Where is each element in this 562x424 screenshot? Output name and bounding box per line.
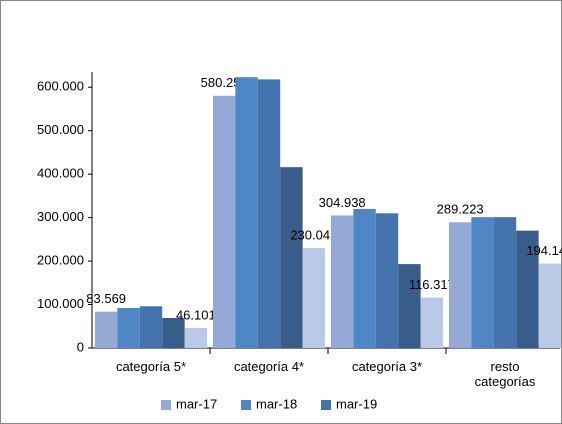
bar [139,306,163,348]
x-tick-label: resto categorías [474,359,536,389]
bar [184,327,208,348]
legend-label: mar-17 [176,396,217,411]
data-label: 83.569 [86,291,126,306]
y-tick-label: 100.000 [37,296,84,311]
bar [330,215,354,348]
y-tick-label: 300.000 [37,209,84,224]
bar [448,222,472,348]
data-label: 46.101 [176,307,216,322]
y-tick-label: 200.000 [37,253,84,268]
x-tick-label: categoría 3* [351,359,423,374]
y-tick-label: 500.000 [37,122,84,137]
data-label: 304.938 [319,195,366,210]
bar [302,248,326,348]
bar [280,167,303,348]
bar [420,297,444,348]
y-tick-label: 600.000 [37,79,84,94]
data-label: 230.041 [290,227,337,242]
bar [353,208,376,348]
bar [516,230,539,348]
bar [471,217,494,348]
data-label: 194.149 [526,243,562,258]
legend-label: mar-19 [336,396,377,411]
bar [94,311,118,348]
y-tick-label: 400.000 [37,166,84,181]
bar [117,308,140,348]
legend-swatch [321,400,331,410]
bar [375,213,399,348]
data-label: 289.223 [437,202,484,217]
y-tick-label: 0 [77,339,84,354]
bar [493,217,517,348]
legend-swatch [161,400,171,410]
x-tick-label: categoría 4* [233,359,305,374]
bar [257,79,281,348]
legend-label: mar-18 [256,396,297,411]
bar [538,263,562,348]
bar [212,95,236,348]
legend-swatch [241,400,251,410]
data-label: 116.317 [409,277,455,292]
x-tick-label: categoría 5* [115,359,187,374]
bar [235,77,258,348]
bar [162,318,185,348]
bar [398,264,421,348]
